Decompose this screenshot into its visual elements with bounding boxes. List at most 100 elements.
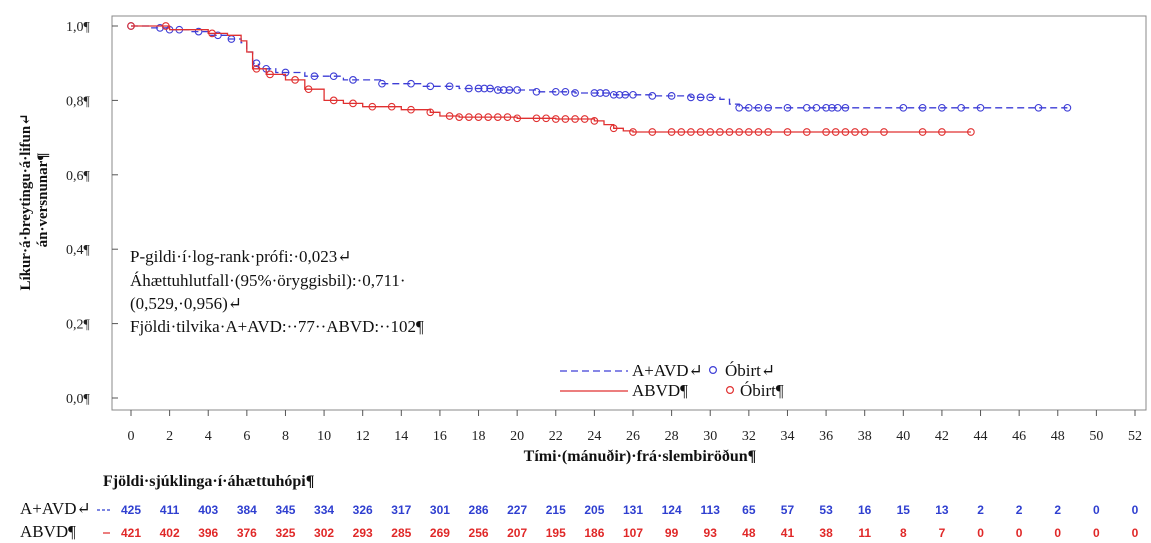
legend-censor-marker-abvd [725,386,734,395]
risk-cell: 15 [897,503,911,517]
censor-marker-a-avd [833,103,842,112]
x-tick-label: 46 [1012,429,1026,444]
x-tick-label: 14 [394,429,408,444]
legend-label-abvd: ABVD¶ [632,381,688,400]
risk-cell: 93 [704,526,718,540]
censor-marker-a-avd [735,103,744,112]
censor-marker-a-avd [571,89,579,97]
censor-marker-a-avd [465,84,473,93]
risk-cell: 0 [1093,526,1100,540]
censor-marker-abvd [754,128,763,136]
x-tick-label: 38 [858,429,872,444]
censor-marker-a-avd [590,89,599,97]
censor-marker-a-avd [667,92,676,100]
censor-marker-a-avd [561,87,570,96]
censor-marker-a-avd [918,103,927,112]
risk-cell: 131 [623,503,643,517]
censor-marker-a-avd [532,87,541,96]
annotation-line-hazard: Áhættuhlutfall·(95%·öryggisbil):·0,711· [130,271,406,290]
x-axis-label: Tími·(mánuðir)·frá·slembiröðun¶ [524,448,757,465]
chart-legend: A+AVD↵ Óbirt↵ ABVD¶ Óbirt¶ [560,361,784,400]
censor-marker-abvd [735,128,744,136]
risk-cell: 65 [742,503,756,517]
x-tick-label: 48 [1051,429,1065,444]
censor-marker-a-avd [474,84,483,93]
risk-cell: 2 [1054,503,1061,517]
censor-marker-abvd [860,128,869,136]
x-tick-label: 10 [317,429,331,444]
risk-row-label-a-avd: A+AVD↵ [20,499,91,518]
x-tick-label: 52 [1128,429,1142,444]
censor-marker-abvd [493,113,502,121]
censor-marker-abvd [484,113,493,121]
censor-marker-a-avd [445,82,454,91]
censor-marker-a-avd [648,92,657,100]
censor-marker-abvd [590,117,599,125]
censor-marker-abvd [208,29,216,38]
risk-cell: 326 [353,503,373,517]
censor-marker-abvd [764,128,773,136]
y-tick-label: 0,8¶ [66,94,91,109]
risk-cell: 384 [237,503,257,517]
censor-marker-abvd [783,128,792,136]
risk-cell: 302 [314,526,334,540]
y-tick-label: 0,2¶ [66,318,91,333]
legend-label-a-avd: A+AVD↵ [632,361,703,380]
censor-marker-abvd [474,113,483,121]
risk-cell: 286 [469,503,489,517]
censor-marker-a-avd [744,103,753,112]
series-line-abvd [131,25,971,133]
risk-cell: 16 [858,503,872,517]
risk-cell: 317 [391,503,411,517]
risk-cell: 396 [198,526,218,540]
censor-marker-abvd [880,128,888,136]
censor-marker-a-avd [493,86,502,94]
censor-marker-abvd [571,115,579,123]
risk-cell: 345 [275,503,295,517]
risk-cell: 293 [353,526,373,540]
x-tick-label: 24 [587,429,601,444]
risk-cell: 99 [665,526,679,540]
censor-marker-abvd [465,113,473,121]
risk-cell: 57 [781,503,795,517]
risk-cell: 285 [391,526,411,540]
risk-cell: 0 [1132,526,1139,540]
censor-marker-a-avd [615,90,624,99]
censor-marker-abvd [851,128,859,136]
censor-marker-a-avd [706,93,715,102]
censor-marker-a-avd [621,90,630,99]
risk-cell: 403 [198,503,218,517]
risk-table-values: 425 411 403 384 345 334 326 317 301 286 227 215 205 1… [121,503,1139,540]
censor-marker-a-avd [505,86,514,94]
y-axis-label: Líkur·á·breytingu·á·lifun↵ án·versnunar¶ [18,109,51,290]
censor-marker-abvd [831,128,840,136]
annotation-line-ci: (0,529,·0,956)↵ [130,294,242,313]
risk-cell: 13 [935,503,949,517]
censor-marker-abvd [706,128,715,136]
censor-marker-abvd [667,128,676,136]
censor-marker-abvd [687,128,695,136]
x-tick-label: 18 [472,429,486,444]
censor-marker-a-avd [1063,103,1072,112]
x-axis: 0 2 4 6 8 10 12 14 16 18 20 22 24 26 28 30 32 34 36 38 40 42 4… [128,410,1142,444]
censor-marker-a-avd [957,103,966,112]
risk-cell: 215 [546,503,566,517]
x-tick-label: 32 [742,429,756,444]
censor-marker-abvd [291,76,299,84]
risk-cell: 7 [939,526,946,540]
legend-censor-label-abvd: Óbirt¶ [740,381,784,400]
censor-marker-a-avd [938,103,946,112]
censor-marker-abvd [580,115,589,123]
censor-marker-a-avd [407,79,415,88]
risk-cell: 421 [121,526,141,540]
x-tick-label: 16 [433,429,447,444]
risk-cell: 425 [121,503,141,517]
x-tick-label: 28 [665,429,679,444]
censor-marker-a-avd [310,72,319,81]
risk-row-label-abvd: ABVD¶ [20,522,76,541]
censor-marker-abvd [716,128,724,136]
censor-marker-a-avd [480,84,489,93]
censor-marker-a-avd [1034,103,1043,112]
censor-marker-abvd [266,70,274,79]
